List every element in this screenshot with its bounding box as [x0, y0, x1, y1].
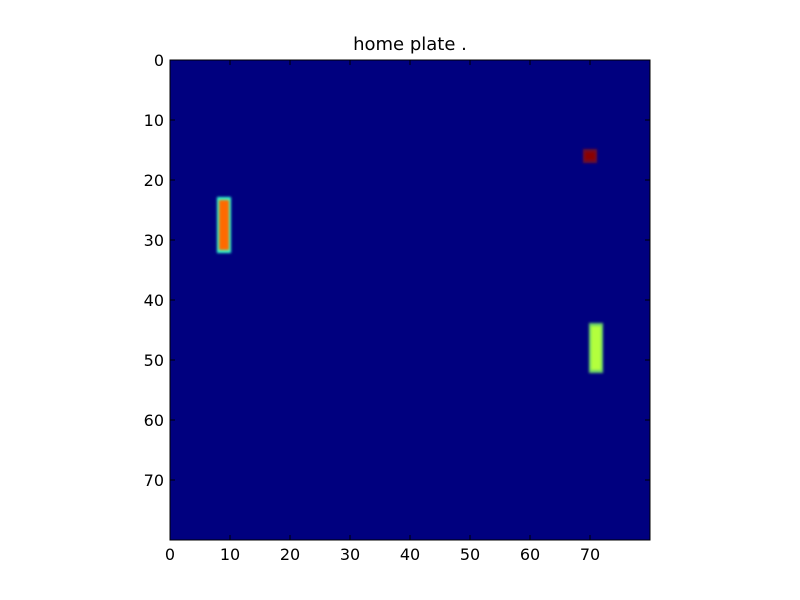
- heatmap-background: [170, 60, 650, 540]
- y-tick-label: 30: [144, 231, 164, 250]
- x-tick-label: 60: [520, 545, 540, 564]
- right-paddle: [591, 326, 601, 370]
- y-tick-label: 60: [144, 411, 164, 430]
- y-tick-label: 0: [154, 51, 164, 70]
- y-tick-label: 40: [144, 291, 164, 310]
- x-tick-label: 40: [400, 545, 420, 564]
- ball: [585, 152, 595, 160]
- x-tick-label: 70: [580, 545, 600, 564]
- x-tick-label: 0: [165, 545, 175, 564]
- y-tick-label: 50: [144, 351, 164, 370]
- x-tick-label: 20: [280, 545, 300, 564]
- plot-title: home plate .: [353, 34, 467, 55]
- y-tick-label: 20: [144, 171, 164, 190]
- x-tick-label: 10: [220, 545, 240, 564]
- y-tick-label: 10: [144, 111, 164, 130]
- left-paddle: [219, 200, 229, 250]
- y-tick-label: 70: [144, 471, 164, 490]
- x-tick-label: 50: [460, 545, 480, 564]
- x-tick-label: 30: [340, 545, 360, 564]
